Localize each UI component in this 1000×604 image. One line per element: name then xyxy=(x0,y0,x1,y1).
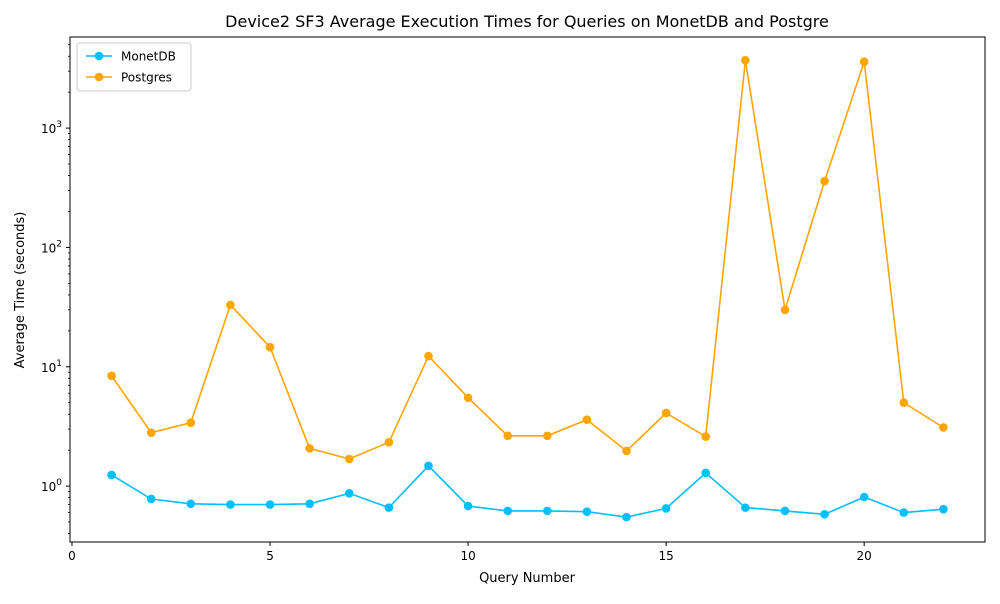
data-point-monetdb xyxy=(146,494,156,504)
data-point-postgres xyxy=(582,415,592,425)
y-axis-label: Average Time (seconds) xyxy=(13,212,28,369)
data-point-postgres xyxy=(859,57,869,67)
data-point-monetdb xyxy=(226,500,235,509)
series-line-postgres xyxy=(110,60,944,460)
data-point-postgres xyxy=(305,444,314,453)
chart-legend: MonetDB Postgres xyxy=(76,42,192,92)
plot-area: 0 5 10 15 20 100 101 102 103 xyxy=(41,36,986,563)
data-point-monetdb xyxy=(543,506,552,516)
data-point-postgres xyxy=(622,446,631,456)
legend-label-monetdb: MonetDB xyxy=(121,50,176,64)
data-point-monetdb xyxy=(384,503,394,512)
data-point-postgres xyxy=(463,393,473,403)
data-point-monetdb xyxy=(265,500,275,509)
data-point-postgres xyxy=(741,55,750,65)
legend-marker-monetdb xyxy=(94,51,104,61)
data-point-postgres xyxy=(186,418,196,427)
legend-box xyxy=(76,42,192,92)
data-point-postgres xyxy=(226,300,235,310)
data-point-postgres xyxy=(146,428,156,438)
x-tick-label: 20 xyxy=(857,549,872,563)
data-point-monetdb xyxy=(186,499,196,509)
y-tick-label: 102 xyxy=(41,239,62,255)
data-point-postgres xyxy=(265,342,275,352)
data-point-postgres xyxy=(701,432,711,441)
data-point-monetdb xyxy=(344,489,354,498)
data-point-postgres xyxy=(107,371,116,381)
data-point-monetdb xyxy=(424,461,433,471)
data-point-monetdb xyxy=(899,508,909,517)
data-point-monetdb xyxy=(780,506,790,516)
data-point-postgres xyxy=(939,423,948,432)
data-point-monetdb xyxy=(859,492,869,502)
x-tick-label: 15 xyxy=(658,549,673,563)
series-line-monetdb xyxy=(111,464,944,518)
data-point-monetdb xyxy=(503,506,512,516)
data-point-monetdb xyxy=(661,504,671,513)
data-point-postgres xyxy=(543,431,552,441)
data-point-monetdb xyxy=(463,501,473,511)
y-tick-label: 101 xyxy=(41,359,62,375)
data-point-postgres xyxy=(384,437,394,447)
data-point-postgres xyxy=(424,351,433,361)
legend-label-postgres: Postgres xyxy=(121,71,172,85)
data-point-postgres xyxy=(344,454,354,464)
data-point-postgres xyxy=(503,431,512,441)
data-point-monetdb xyxy=(741,503,750,512)
x-tick-label: 10 xyxy=(460,549,475,563)
data-point-monetdb xyxy=(939,504,948,514)
data-point-monetdb xyxy=(107,470,116,480)
x-axis-label: Query Number xyxy=(479,571,576,586)
y-tick-label: 100 xyxy=(41,478,62,494)
x-tick-label: 0 xyxy=(68,549,76,563)
data-point-monetdb xyxy=(820,510,829,519)
data-point-postgres xyxy=(661,408,671,418)
data-point-postgres xyxy=(780,305,790,315)
axes-frame xyxy=(69,36,986,543)
data-point-postgres xyxy=(899,398,909,407)
y-tick-label: 103 xyxy=(41,120,62,136)
data-point-monetdb xyxy=(582,507,592,517)
x-tick-label: 5 xyxy=(266,549,274,563)
legend-marker-postgres xyxy=(94,72,104,82)
chart-title: Device2 SF3 Average Execution Times for … xyxy=(225,12,829,31)
data-point-monetdb xyxy=(701,468,711,478)
data-point-monetdb xyxy=(622,512,631,522)
data-point-monetdb xyxy=(305,499,314,509)
data-point-postgres xyxy=(820,176,829,186)
